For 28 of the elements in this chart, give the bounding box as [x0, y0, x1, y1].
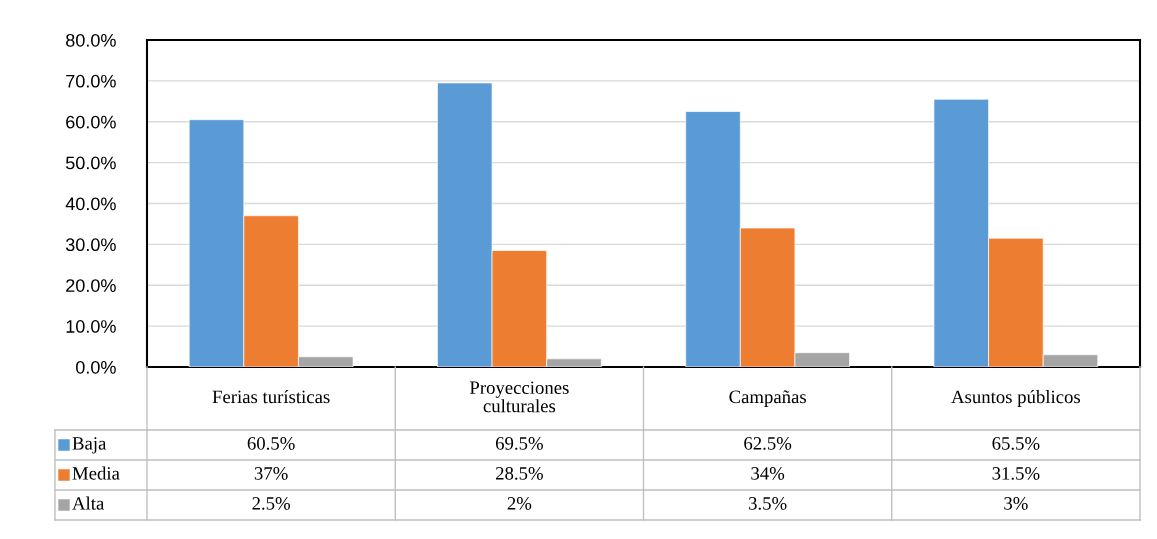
y-tick-label: 70.0%: [66, 74, 116, 88]
x-tick-label: Ferias turísticas: [212, 389, 330, 404]
data-label: 37%: [254, 467, 288, 480]
data-label: 3%: [1004, 497, 1028, 510]
data-label: 34%: [751, 467, 785, 480]
y-tick-label: 60.0%: [66, 115, 116, 129]
y-tick-label: 50.0%: [65, 156, 116, 170]
y-tick-label: 30.0%: [65, 238, 116, 252]
data-label: 69.5%: [495, 437, 543, 450]
legend-label: Media: [72, 466, 120, 480]
data-label: 2%: [507, 497, 532, 510]
y-tick-label: 20.0%: [66, 279, 116, 292]
x-tick-label: Proyecciones culturales: [469, 381, 569, 413]
y-tick-label: 10.0%: [66, 320, 116, 333]
y-tick-label: 40.0%: [65, 197, 116, 211]
data-label: 62.5%: [744, 437, 792, 450]
y-tick-label: 0.0%: [76, 360, 116, 374]
data-label: 28.5%: [495, 467, 543, 480]
data-label: 65.5%: [992, 437, 1040, 450]
data-label: 60.5%: [247, 437, 295, 450]
x-tick-label: Asuntos públicos: [951, 389, 1081, 408]
data-label: 3.5%: [748, 497, 787, 510]
legend-label: Baja: [72, 437, 107, 454]
data-label: 31.5%: [992, 467, 1040, 480]
x-tick-label: Campañas: [729, 390, 806, 407]
data-label: 2.5%: [252, 497, 291, 510]
legend-label: Alta: [72, 496, 105, 510]
y-tick-label: 80.0%: [66, 33, 116, 47]
